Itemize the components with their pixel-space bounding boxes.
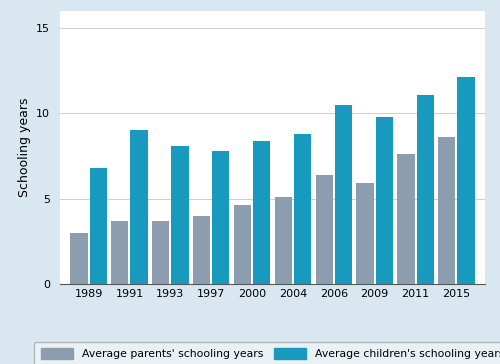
Bar xyxy=(234,205,251,284)
Bar xyxy=(212,151,230,284)
Bar xyxy=(112,221,128,284)
Bar xyxy=(130,130,148,284)
Bar xyxy=(398,154,414,284)
Bar xyxy=(294,134,311,284)
Bar xyxy=(356,183,374,284)
Bar xyxy=(172,146,188,284)
Bar xyxy=(458,78,474,284)
Legend: Average parents' schooling years, Average children's schooling years: Average parents' schooling years, Averag… xyxy=(34,342,500,364)
Bar xyxy=(152,221,170,284)
Bar xyxy=(90,168,107,284)
Bar xyxy=(335,105,352,284)
Bar xyxy=(416,95,434,284)
Bar xyxy=(316,175,333,284)
Bar xyxy=(438,137,456,284)
Y-axis label: Schooling years: Schooling years xyxy=(18,98,30,197)
Bar xyxy=(70,233,88,284)
Bar xyxy=(193,215,210,284)
Bar xyxy=(274,197,292,284)
Bar xyxy=(253,141,270,284)
Bar xyxy=(376,117,393,284)
